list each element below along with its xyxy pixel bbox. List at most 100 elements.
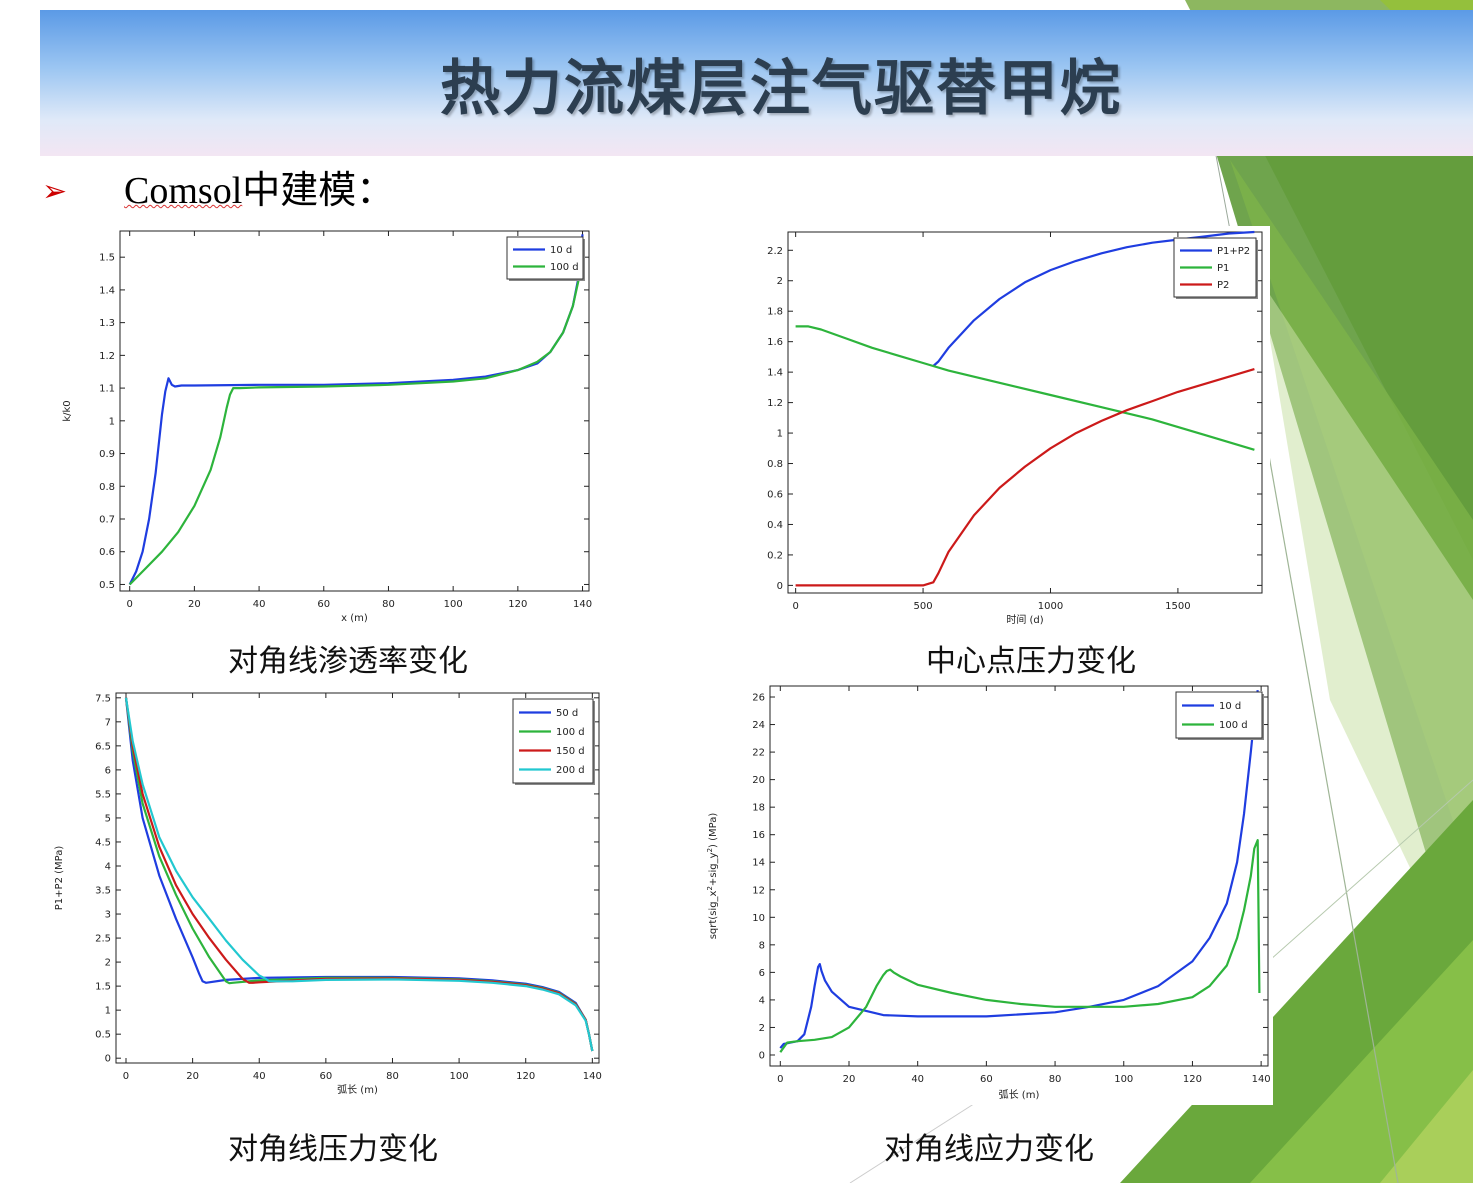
y-tick-label: 14 — [752, 858, 765, 869]
y-tick-label: 1 — [777, 429, 783, 440]
permeability-chart-panel: 0 20 40 60 80 100 120 140 0.5 0.6 0.7 0.8 0.9 1 1.1 1.2… — [52, 225, 600, 630]
y-tick-label: 1.8 — [767, 307, 783, 318]
x-tick-label: 1500 — [1165, 601, 1190, 612]
y-tick-label: 7 — [105, 717, 111, 728]
y-tick-label: 0.4 — [767, 520, 783, 531]
y-tick-label: 0.2 — [767, 550, 783, 561]
caption-center-pressure: 中心点压力变化 — [926, 644, 1136, 679]
diagonal-stress-chart: 0 20 40 60 80 100 120 1400246810121416182022242… — [706, 685, 1271, 1101]
y-tick-label: 1.6 — [767, 337, 783, 348]
legend-box — [1175, 691, 1263, 739]
slide-title: 热力流煤层注气驱替甲烷 — [440, 54, 1122, 124]
y-tick-label: 1 — [109, 416, 115, 427]
y-tick-label: 24 — [752, 720, 765, 731]
x-tick-label: 1000 — [1038, 601, 1063, 612]
y-tick-label: 2 — [105, 958, 111, 969]
legend-label: 200 d — [556, 765, 585, 776]
y-tick-label: 2 — [759, 1023, 765, 1034]
y-tick-label: 1.5 — [95, 982, 111, 993]
y-tick-label: 1.4 — [99, 285, 115, 296]
y-axis-label: P1+P2 (MPa) — [54, 846, 65, 911]
y-tick-label: 1.3 — [99, 318, 115, 329]
x-tick-label: 40 — [253, 1071, 266, 1082]
y-tick-label: 0.9 — [99, 449, 115, 460]
y-tick-label: 0.5 — [95, 1030, 111, 1041]
x-tick-label: 120 — [516, 1071, 535, 1082]
legend-label: 100 d — [550, 262, 579, 273]
center-pressure-chart-panel: 0 500 1000 1500 0 0.2 0.4 0.6 0.8 1 1.2 1.4 1.6 1.8 2 2… — [740, 226, 1270, 631]
caption-permeability: 对角线渗透率变化 — [228, 644, 468, 679]
series-line-0 — [779, 689, 1259, 1049]
legend-label: P1 — [1217, 263, 1229, 274]
y-tick-label: 2.5 — [95, 934, 111, 945]
y-axis-label: k/k0 — [62, 400, 73, 421]
y-axis-label-superscript: 2 — [706, 886, 714, 890]
y-tick-label: 20 — [752, 775, 765, 786]
x-axis-label: 弧长 (m) — [337, 1083, 378, 1096]
x-tick-label: 500 — [914, 601, 933, 612]
y-axis-label-part: sqrt(sig_x — [708, 890, 719, 939]
x-tick-label: 40 — [253, 599, 266, 610]
y-tick-label: 16 — [752, 830, 765, 841]
legend-label: 100 d — [1219, 720, 1248, 731]
y-tick-label: 0.8 — [767, 459, 783, 470]
x-tick-label: 140 — [1252, 1074, 1271, 1085]
y-axis-label-part: ) (MPa) — [708, 813, 719, 848]
x-axis-label: x (m) — [341, 613, 368, 624]
y-tick-label: 18 — [752, 803, 765, 814]
y-tick-label: 6 — [759, 968, 765, 979]
y-tick-label: 6 — [105, 765, 111, 776]
y-tick-label: 0 — [105, 1054, 111, 1065]
caption-diagonal-stress: 对角线应力变化 — [884, 1132, 1094, 1167]
x-tick-label: 0 — [123, 1071, 129, 1082]
x-axis-label: 时间 (d) — [1006, 613, 1043, 626]
x-tick-label: 0 — [792, 601, 798, 612]
caption-diagonal-pressure: 对角线压力变化 — [228, 1132, 438, 1167]
y-tick-label: 0.5 — [99, 580, 115, 591]
y-axis-label-part: +sig_y — [708, 852, 719, 886]
x-tick-label: 60 — [980, 1074, 993, 1085]
x-tick-label: 80 — [382, 599, 395, 610]
legend-label: 50 d — [556, 708, 578, 719]
legend-label: P2 — [1217, 280, 1229, 291]
y-tick-label: 4.5 — [95, 837, 111, 848]
series-line-2 — [795, 368, 1255, 587]
legend-label: 100 d — [556, 727, 585, 738]
y-tick-label: 12 — [752, 885, 765, 896]
x-tick-label: 20 — [843, 1074, 856, 1085]
x-tick-label: 40 — [911, 1074, 924, 1085]
legend-label: 150 d — [556, 746, 585, 757]
x-tick-label: 140 — [573, 599, 592, 610]
diagonal-pressure-chart: 0 20 40 60 80 100 120 140 0 0.5 1 1.5 2 2.5 3 3.5 4 4.5 5 5… — [54, 692, 602, 1096]
x-axis-label: 弧长 (m) — [999, 1088, 1040, 1101]
plot-frame — [119, 230, 590, 592]
y-tick-label: 26 — [752, 693, 765, 704]
y-tick-label: 10 — [752, 913, 765, 924]
y-tick-label: 4 — [759, 995, 765, 1006]
permeability-chart: 0 20 40 60 80 100 120 140 0.5 0.6 0.7 0.8 0.9 1 1.1 1.2… — [62, 230, 592, 624]
y-tick-label: 22 — [752, 748, 765, 759]
x-tick-label: 20 — [188, 599, 201, 610]
y-tick-label: 3.5 — [95, 886, 111, 897]
y-tick-label: 1.4 — [767, 368, 783, 379]
y-axis-label: sqrt(sig_x2+sig_y2) (MPa) — [706, 813, 719, 940]
legend-label: 10 d — [1219, 701, 1241, 712]
y-tick-label: 1.2 — [767, 398, 783, 409]
x-tick-label: 20 — [186, 1071, 199, 1082]
x-tick-label: 0 — [777, 1074, 783, 1085]
x-tick-label: 60 — [319, 1071, 332, 1082]
title-banner — [40, 10, 1473, 156]
y-tick-label: 3 — [105, 910, 111, 921]
x-tick-label: 120 — [508, 599, 527, 610]
x-tick-label: 100 — [450, 1071, 469, 1082]
y-tick-label: 8 — [759, 940, 765, 951]
series-line-1 — [795, 325, 1255, 451]
y-tick-label: 7.5 — [95, 693, 111, 704]
bullet-arrow-icon: ➢ — [42, 174, 68, 209]
y-tick-label: 5 — [105, 813, 111, 824]
series-line-1 — [779, 839, 1261, 1053]
y-tick-label: 1.2 — [99, 351, 115, 362]
legend-label: P1+P2 — [1217, 246, 1250, 257]
y-tick-label: 0.7 — [99, 515, 115, 526]
y-tick-label: 1.5 — [99, 253, 115, 264]
